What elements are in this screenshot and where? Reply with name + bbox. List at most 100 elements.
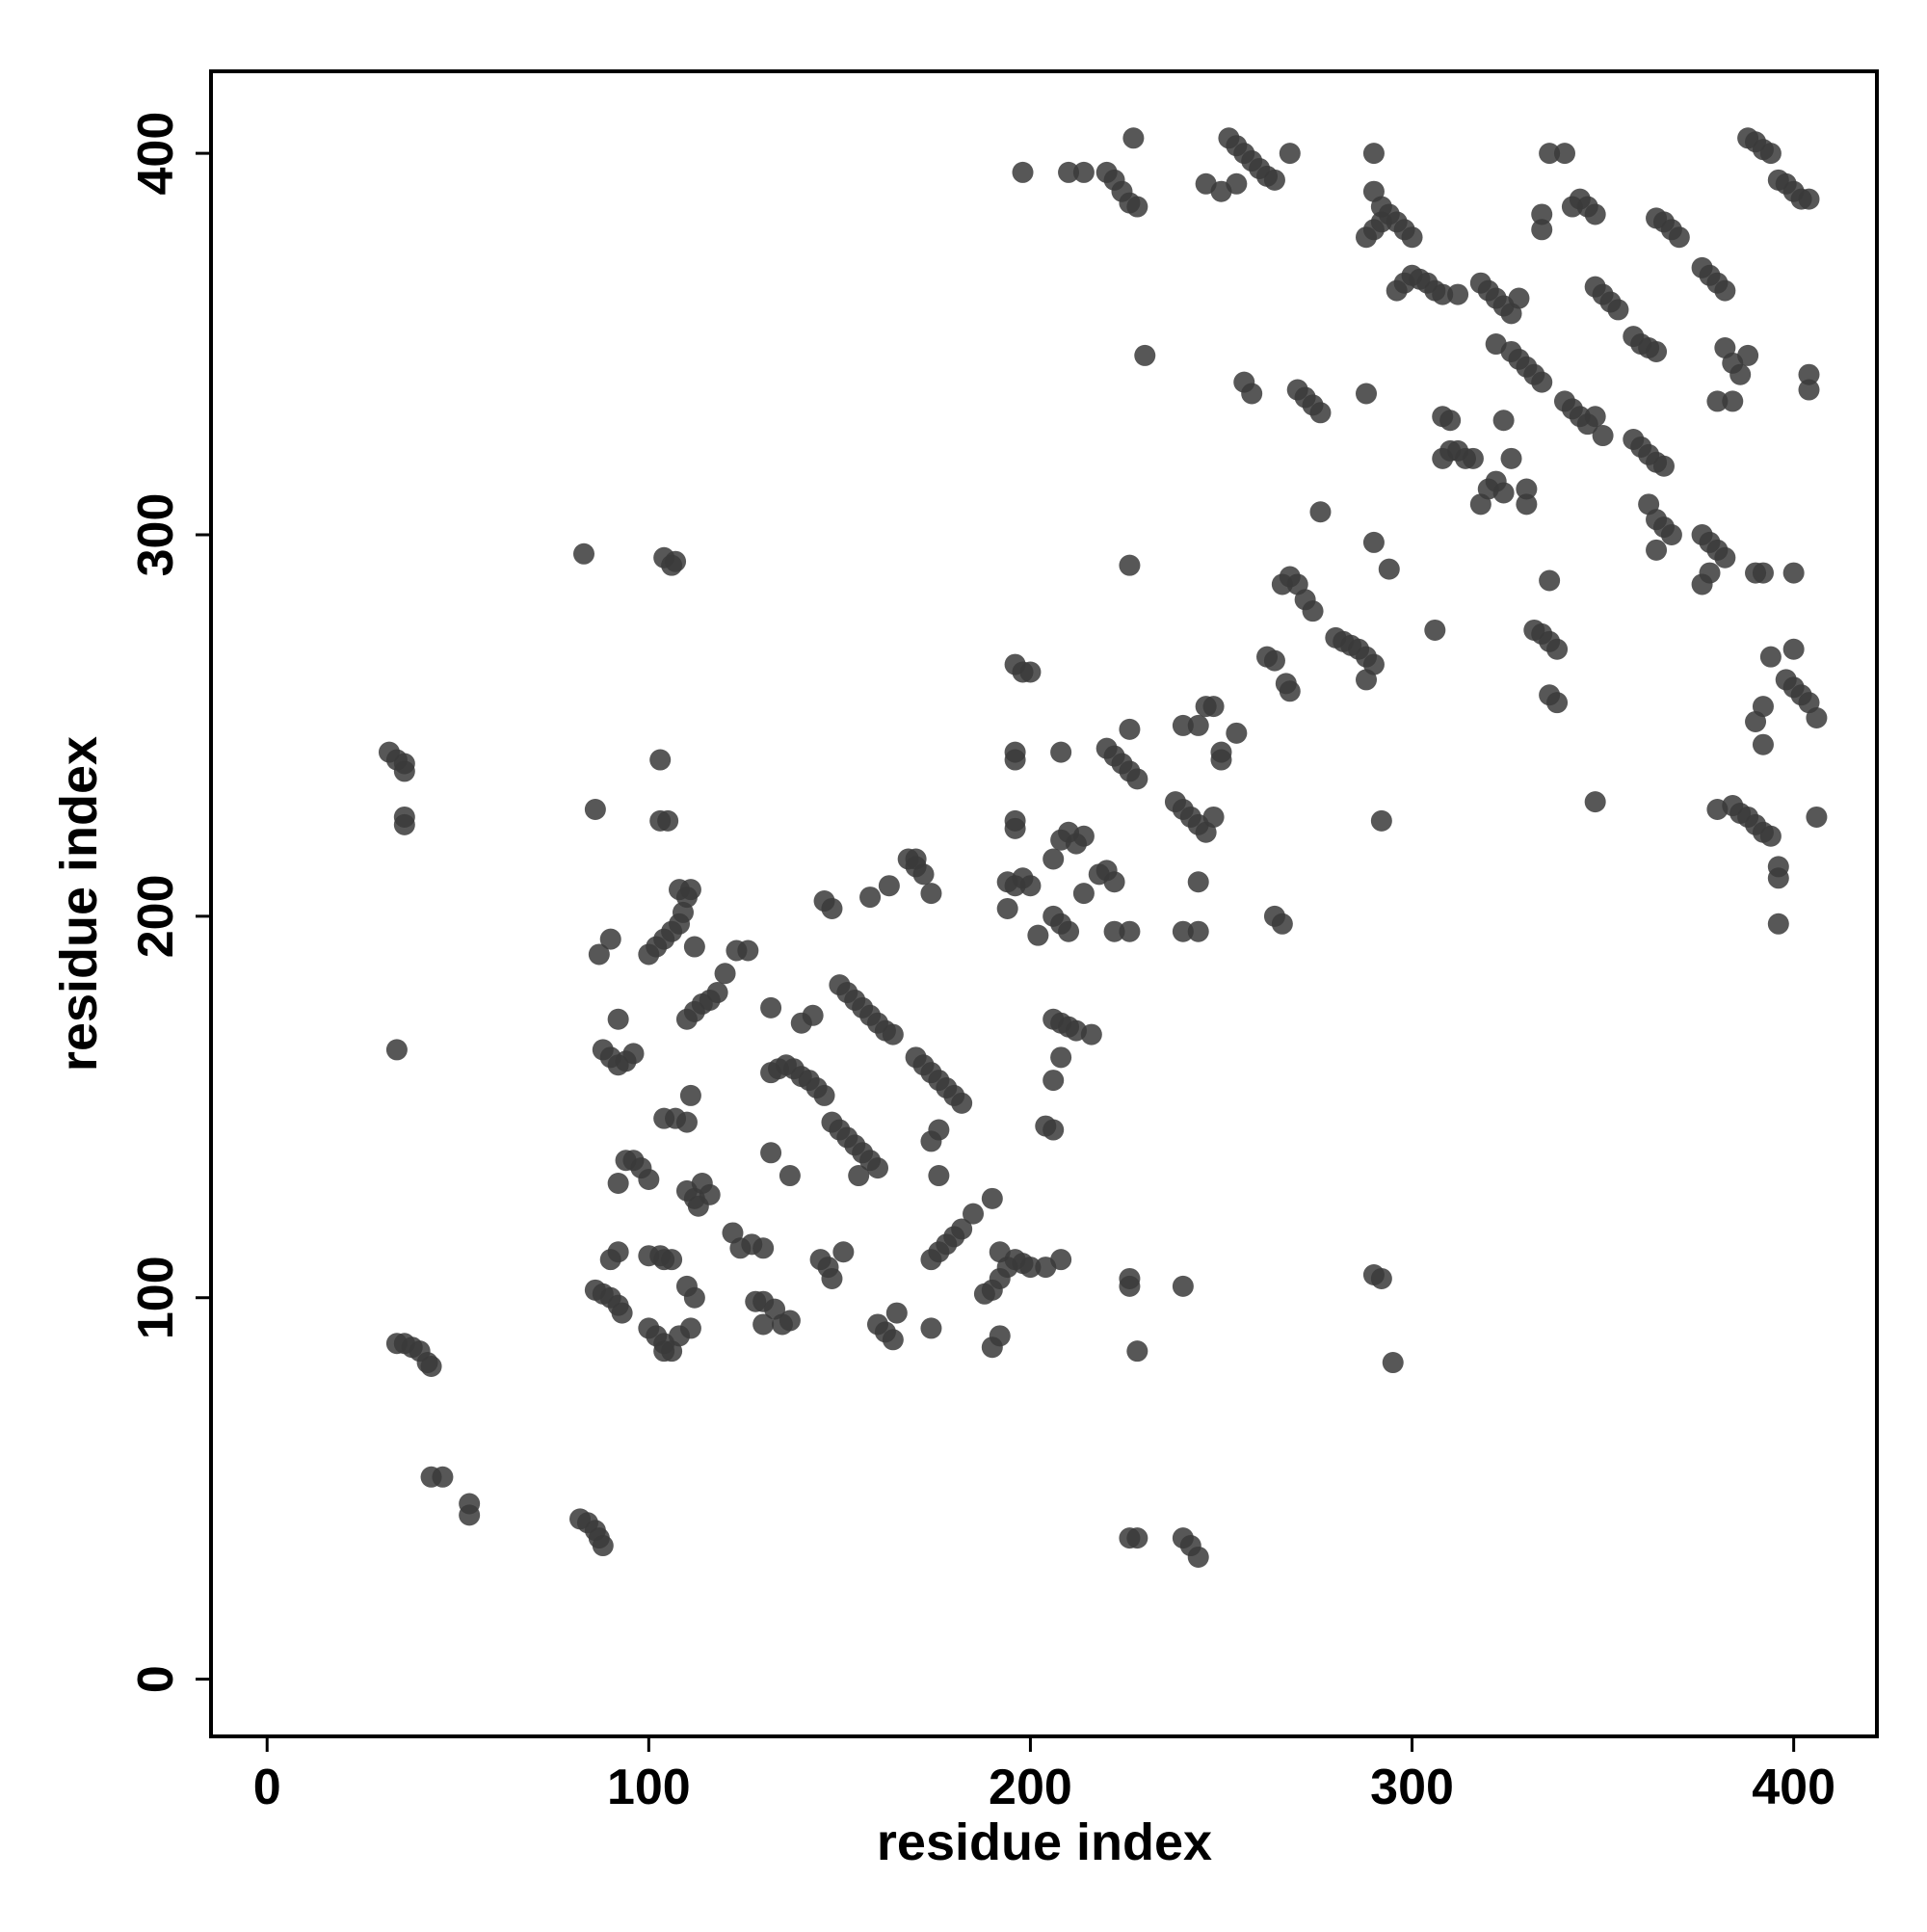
point xyxy=(1202,696,1225,718)
point xyxy=(1759,143,1782,165)
point xyxy=(1263,169,1285,191)
point xyxy=(1050,1249,1072,1271)
point xyxy=(1752,562,1774,584)
point xyxy=(821,897,843,919)
point xyxy=(920,1317,942,1339)
point xyxy=(1043,1070,1065,1092)
point xyxy=(1752,733,1774,755)
point xyxy=(1126,1340,1148,1363)
point xyxy=(1447,283,1469,305)
point xyxy=(1729,363,1752,385)
point xyxy=(1187,871,1209,893)
point xyxy=(1126,1527,1148,1549)
point xyxy=(1134,344,1156,366)
point xyxy=(928,1165,950,1187)
point xyxy=(675,1275,698,1297)
point xyxy=(866,1157,888,1179)
point xyxy=(1103,920,1125,942)
point xyxy=(1691,573,1713,595)
y-axis-title: residue index xyxy=(50,736,108,1072)
point xyxy=(1424,619,1446,641)
point xyxy=(459,1504,481,1526)
point xyxy=(1798,379,1820,401)
point xyxy=(1546,692,1569,714)
point xyxy=(1119,718,1141,740)
point xyxy=(813,1084,835,1106)
point xyxy=(996,897,1018,919)
point xyxy=(1241,383,1263,405)
point xyxy=(1462,447,1484,469)
point xyxy=(649,749,672,771)
point xyxy=(1706,390,1729,412)
point xyxy=(1362,531,1385,553)
point xyxy=(920,883,942,905)
point xyxy=(1187,920,1209,942)
point xyxy=(1722,390,1744,412)
point xyxy=(1752,696,1774,718)
point xyxy=(1516,493,1538,516)
point xyxy=(1103,871,1125,893)
point xyxy=(592,1535,614,1557)
point xyxy=(1080,1023,1102,1045)
y-tick-label: 400 xyxy=(128,112,184,196)
point xyxy=(737,940,759,962)
point xyxy=(599,928,621,950)
point xyxy=(683,936,705,958)
point xyxy=(760,1142,782,1164)
point xyxy=(1492,482,1515,504)
point xyxy=(1646,340,1668,362)
point xyxy=(1714,546,1736,569)
point xyxy=(584,799,606,821)
point xyxy=(1172,714,1194,736)
point xyxy=(1187,714,1209,736)
point xyxy=(1356,383,1378,405)
point xyxy=(420,1356,442,1377)
point xyxy=(385,1039,408,1061)
point xyxy=(1072,825,1095,847)
point xyxy=(1226,172,1248,195)
point xyxy=(1798,188,1820,210)
point xyxy=(1126,196,1148,218)
point xyxy=(1668,226,1690,249)
point xyxy=(1050,741,1072,763)
point xyxy=(1531,371,1553,393)
point xyxy=(1553,143,1575,165)
point xyxy=(1370,809,1392,832)
point xyxy=(1012,161,1034,183)
point xyxy=(905,848,927,870)
point xyxy=(1660,523,1682,545)
point xyxy=(1439,410,1462,432)
point xyxy=(393,813,415,835)
y-tick-label: 200 xyxy=(128,874,184,958)
point xyxy=(760,996,782,1019)
point xyxy=(607,1241,629,1263)
point xyxy=(1019,661,1042,683)
point xyxy=(1027,924,1049,946)
x-tick-label: 300 xyxy=(1370,1760,1454,1815)
x-axis-title: residue index xyxy=(877,1813,1212,1871)
point xyxy=(752,1313,775,1336)
point xyxy=(1279,680,1301,702)
point xyxy=(1202,806,1225,828)
point xyxy=(1362,143,1385,165)
point xyxy=(661,1249,683,1271)
point xyxy=(1584,203,1606,225)
point xyxy=(981,1187,1003,1209)
point xyxy=(1279,143,1301,165)
point xyxy=(920,1130,942,1152)
point xyxy=(989,1325,1011,1347)
point xyxy=(752,1237,775,1259)
point xyxy=(1050,1046,1072,1069)
x-tick-label: 100 xyxy=(607,1760,691,1815)
point xyxy=(989,1241,1011,1263)
point xyxy=(657,809,679,832)
point xyxy=(1584,791,1606,813)
point xyxy=(1004,817,1026,839)
y-tick-label: 0 xyxy=(128,1665,184,1693)
point xyxy=(1737,344,1759,366)
point xyxy=(432,1466,454,1488)
y-tick-label: 100 xyxy=(128,1256,184,1339)
point xyxy=(611,1302,633,1324)
point xyxy=(1646,539,1668,561)
point xyxy=(1759,825,1782,847)
